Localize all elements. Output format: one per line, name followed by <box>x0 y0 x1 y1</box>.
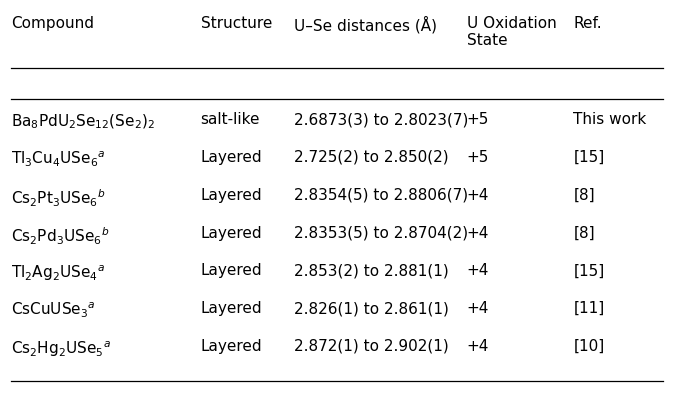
Text: Ba$_8$PdU$_2$Se$_{12}$(Se$_2$)$_2$: Ba$_8$PdU$_2$Se$_{12}$(Se$_2$)$_2$ <box>11 112 155 130</box>
Text: U Oxidation
State: U Oxidation State <box>467 16 557 48</box>
Text: +4: +4 <box>467 188 489 203</box>
Text: 2.872(1) to 2.902(1): 2.872(1) to 2.902(1) <box>294 339 448 354</box>
Text: +5: +5 <box>467 112 489 127</box>
Text: Layered: Layered <box>201 188 262 203</box>
Text: salt-like: salt-like <box>201 112 260 127</box>
Text: Tl$_2$Ag$_2$USe$_4$$^a$: Tl$_2$Ag$_2$USe$_4$$^a$ <box>11 263 105 283</box>
Text: CsCuUSe$_3$$^a$: CsCuUSe$_3$$^a$ <box>11 301 95 320</box>
Text: Layered: Layered <box>201 150 262 165</box>
Text: Layered: Layered <box>201 263 262 278</box>
Text: [8]: [8] <box>574 225 595 241</box>
Text: This work: This work <box>574 112 646 127</box>
Text: +4: +4 <box>467 339 489 354</box>
Text: 2.853(2) to 2.881(1): 2.853(2) to 2.881(1) <box>294 263 448 278</box>
Text: Layered: Layered <box>201 339 262 354</box>
Text: Tl$_3$Cu$_4$USe$_6$$^a$: Tl$_3$Cu$_4$USe$_6$$^a$ <box>11 150 105 169</box>
Text: Structure: Structure <box>201 16 272 31</box>
Text: 2.8353(5) to 2.8704(2): 2.8353(5) to 2.8704(2) <box>294 225 468 241</box>
Text: U–Se distances (Å): U–Se distances (Å) <box>294 16 437 33</box>
Text: 2.8354(5) to 2.8806(7): 2.8354(5) to 2.8806(7) <box>294 188 468 203</box>
Text: [15]: [15] <box>574 150 605 165</box>
Text: Layered: Layered <box>201 301 262 316</box>
Text: Ref.: Ref. <box>574 16 602 31</box>
Text: [11]: [11] <box>574 301 605 316</box>
Text: Compound: Compound <box>11 16 94 31</box>
Text: 2.6873(3) to 2.8023(7): 2.6873(3) to 2.8023(7) <box>294 112 468 127</box>
Text: Cs$_2$Pd$_3$USe$_6$$^b$: Cs$_2$Pd$_3$USe$_6$$^b$ <box>11 225 109 247</box>
Text: [15]: [15] <box>574 263 605 278</box>
Text: +4: +4 <box>467 263 489 278</box>
Text: 2.725(2) to 2.850(2): 2.725(2) to 2.850(2) <box>294 150 448 165</box>
Text: +4: +4 <box>467 225 489 241</box>
Text: +4: +4 <box>467 301 489 316</box>
Text: Cs$_2$Pt$_3$USe$_6$$^b$: Cs$_2$Pt$_3$USe$_6$$^b$ <box>11 188 105 209</box>
Text: Layered: Layered <box>201 225 262 241</box>
Text: [8]: [8] <box>574 188 595 203</box>
Text: Cs$_2$Hg$_2$USe$_5$$^a$: Cs$_2$Hg$_2$USe$_5$$^a$ <box>11 339 111 359</box>
Text: 2.826(1) to 2.861(1): 2.826(1) to 2.861(1) <box>294 301 449 316</box>
Text: +5: +5 <box>467 150 489 165</box>
Text: [10]: [10] <box>574 339 605 354</box>
